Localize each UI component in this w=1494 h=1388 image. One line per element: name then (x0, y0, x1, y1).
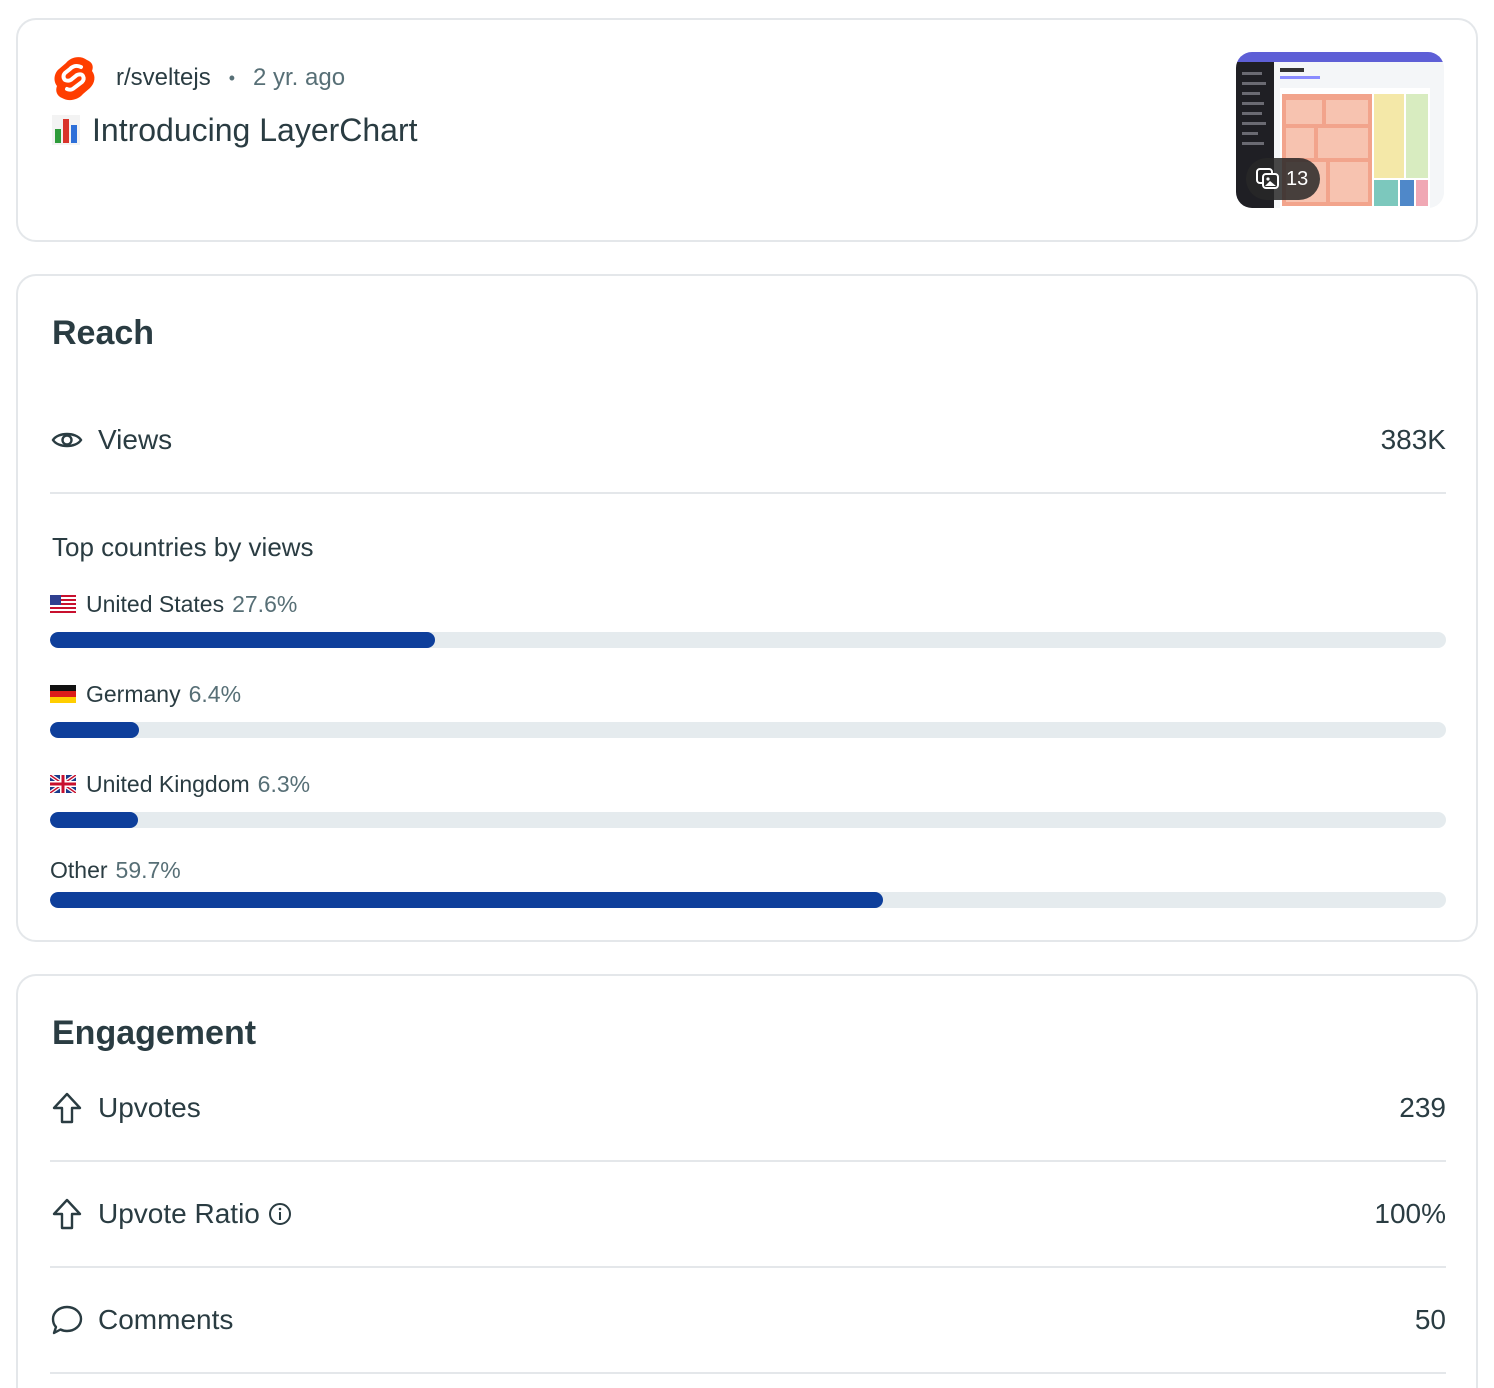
info-icon[interactable] (268, 1202, 292, 1226)
divider (50, 1266, 1446, 1268)
views-value: 383K (1380, 424, 1446, 455)
svelte-logo-icon (54, 57, 95, 101)
country-bar-fill (50, 632, 436, 648)
post-time: 2 yr. ago (253, 64, 346, 91)
post-card[interactable]: r/sveltejs • 2 yr. ago Introducing Layer… (16, 18, 1478, 242)
upvote-arrow-icon (50, 1091, 84, 1125)
country-name: United States (86, 590, 225, 617)
country-label: United States 27.6% (50, 588, 1446, 620)
comments-value: 50 (1414, 1304, 1446, 1335)
country-bar-track (50, 722, 1446, 738)
upvote-ratio-label: Upvote Ratio (98, 1198, 260, 1229)
views-label: Views (98, 424, 173, 455)
country-row-gb: United Kingdom 6.3% (50, 768, 1446, 830)
subreddit-name[interactable]: r/sveltejs (116, 64, 211, 91)
countries-heading: Top countries by views (52, 532, 314, 562)
eye-icon (50, 423, 84, 457)
engagement-title: Engagement (52, 1014, 257, 1052)
gallery-count-badge: 13 (1246, 158, 1321, 200)
country-bar-track (50, 892, 1446, 908)
gallery-icon (1256, 168, 1279, 189)
gallery-count: 13 (1286, 167, 1309, 190)
reach-title: Reach (52, 314, 155, 352)
country-percent: 59.7% (115, 856, 181, 883)
upvote-ratio-value: 100% (1374, 1198, 1446, 1229)
post-title-text: Introducing LayerChart (92, 111, 418, 148)
country-bar-track (50, 812, 1446, 828)
bar-chart-emoji-icon (52, 115, 80, 145)
engagement-card: Engagement Upvotes 239 Upvote Ratio (16, 974, 1478, 1388)
divider (50, 1372, 1446, 1374)
post-meta: r/sveltejs • 2 yr. ago (52, 54, 345, 102)
country-label: United Kingdom 6.3% (50, 768, 1446, 800)
country-percent: 27.6% (232, 590, 298, 617)
views-row: Views 383K (50, 416, 1446, 464)
country-bar-fill (50, 722, 140, 738)
upvotes-value: 239 (1399, 1092, 1446, 1123)
reach-card: Reach Views 383K Top countries by views (16, 274, 1478, 942)
divider (50, 1160, 1446, 1162)
country-row-us: United States 27.6% (50, 588, 1446, 650)
country-row-other: Other 59.7% (50, 854, 1446, 910)
comments-label: Comments (98, 1304, 234, 1335)
upvote-arrow-icon (50, 1197, 84, 1231)
post-thumbnail[interactable]: 13 (1236, 52, 1444, 208)
country-label: Other 59.7% (50, 854, 1446, 886)
upvotes-label: Upvotes (98, 1092, 201, 1123)
comment-bubble-icon (50, 1303, 84, 1337)
country-bar-fill (50, 812, 138, 828)
comments-row: Comments 50 (50, 1296, 1446, 1344)
gb-flag-icon (50, 775, 76, 793)
country-name: United Kingdom (86, 770, 250, 797)
country-percent: 6.4% (188, 680, 242, 707)
upvotes-row: Upvotes 239 (50, 1084, 1446, 1132)
divider (50, 492, 1446, 494)
upvote-ratio-row: Upvote Ratio 100% (50, 1190, 1446, 1238)
country-name: Germany (86, 680, 181, 707)
us-flag-icon (50, 595, 76, 613)
country-row-de: Germany 6.4% (50, 678, 1446, 740)
de-flag-icon (50, 685, 76, 703)
meta-separator: • (228, 67, 235, 88)
post-title[interactable]: Introducing LayerChart (52, 110, 418, 150)
country-bar-fill (50, 892, 884, 908)
country-label: Germany 6.4% (50, 678, 1446, 710)
country-name: Other (50, 856, 108, 883)
country-bar-track (50, 632, 1446, 648)
country-percent: 6.3% (257, 770, 311, 797)
